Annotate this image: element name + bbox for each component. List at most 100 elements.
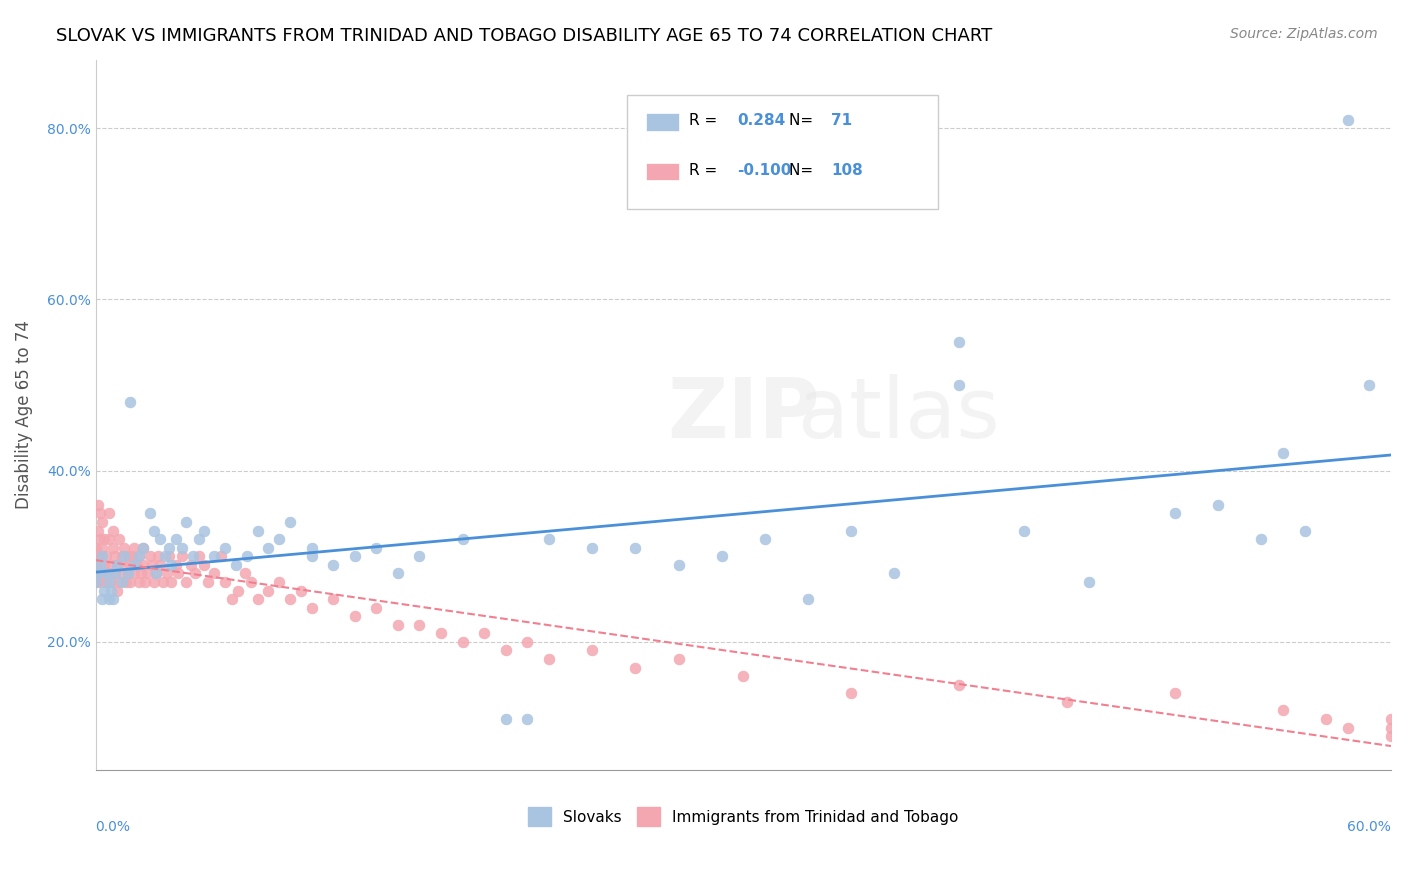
Point bbox=[145, 566, 167, 581]
Text: 0.284: 0.284 bbox=[737, 113, 785, 128]
Text: R =: R = bbox=[689, 163, 723, 178]
Point bbox=[117, 566, 139, 581]
Point bbox=[1337, 721, 1360, 735]
Point bbox=[1056, 695, 1078, 709]
Point bbox=[128, 549, 150, 564]
Point bbox=[495, 712, 517, 726]
Point bbox=[138, 507, 160, 521]
Text: 108: 108 bbox=[831, 163, 863, 178]
Point bbox=[301, 549, 323, 564]
Point bbox=[197, 574, 219, 589]
Point bbox=[141, 558, 163, 572]
Point bbox=[129, 566, 152, 581]
Point bbox=[128, 574, 150, 589]
Point bbox=[91, 592, 114, 607]
Point bbox=[120, 395, 142, 409]
Point bbox=[181, 549, 204, 564]
Point bbox=[516, 635, 538, 649]
Point bbox=[84, 558, 107, 572]
Point bbox=[221, 592, 243, 607]
Point bbox=[343, 549, 366, 564]
Point bbox=[142, 574, 165, 589]
Point bbox=[97, 574, 120, 589]
Point bbox=[149, 532, 172, 546]
Point bbox=[839, 686, 862, 700]
Point bbox=[233, 566, 256, 581]
Point bbox=[91, 549, 114, 564]
Point bbox=[214, 541, 236, 555]
Point bbox=[112, 558, 135, 572]
Point bbox=[97, 532, 120, 546]
Point bbox=[710, 549, 733, 564]
Point bbox=[152, 574, 174, 589]
Point bbox=[278, 592, 301, 607]
Point bbox=[93, 558, 115, 572]
Point bbox=[451, 635, 474, 649]
Point bbox=[104, 549, 127, 564]
Point bbox=[93, 532, 115, 546]
Point bbox=[883, 566, 905, 581]
Text: 60.0%: 60.0% bbox=[1347, 820, 1391, 834]
Point bbox=[581, 643, 603, 657]
Point bbox=[188, 549, 211, 564]
Point bbox=[96, 549, 118, 564]
Text: R =: R = bbox=[689, 113, 723, 128]
Point bbox=[257, 583, 280, 598]
Point bbox=[668, 558, 690, 572]
Point bbox=[1250, 532, 1272, 546]
Text: atlas: atlas bbox=[797, 375, 1000, 456]
Point bbox=[301, 541, 323, 555]
Point bbox=[104, 566, 127, 581]
Text: 71: 71 bbox=[831, 113, 852, 128]
Point bbox=[157, 549, 180, 564]
Point bbox=[733, 669, 755, 683]
Point bbox=[125, 558, 148, 572]
Point bbox=[226, 583, 249, 598]
Point bbox=[115, 574, 138, 589]
Point bbox=[96, 566, 118, 581]
Point bbox=[240, 574, 263, 589]
Point bbox=[624, 541, 647, 555]
Point bbox=[87, 566, 110, 581]
Point bbox=[387, 566, 409, 581]
Point bbox=[134, 574, 156, 589]
Point bbox=[97, 566, 120, 581]
Point bbox=[1164, 507, 1187, 521]
Point bbox=[84, 541, 107, 555]
Point bbox=[1206, 498, 1229, 512]
Point bbox=[184, 566, 207, 581]
Point bbox=[516, 712, 538, 726]
Point bbox=[1358, 378, 1381, 392]
Point bbox=[124, 541, 146, 555]
Point bbox=[1315, 712, 1337, 726]
Point bbox=[128, 549, 150, 564]
Point bbox=[176, 515, 198, 529]
Point bbox=[408, 617, 430, 632]
Point bbox=[87, 566, 110, 581]
Point bbox=[101, 541, 124, 555]
Point bbox=[1012, 524, 1035, 538]
Point bbox=[188, 532, 211, 546]
Point bbox=[96, 574, 118, 589]
Text: N=: N= bbox=[789, 163, 818, 178]
Point bbox=[132, 558, 155, 572]
Point bbox=[120, 574, 142, 589]
Point bbox=[797, 592, 820, 607]
Point bbox=[581, 541, 603, 555]
FancyBboxPatch shape bbox=[647, 162, 679, 180]
Point bbox=[1077, 574, 1099, 589]
Point bbox=[1294, 524, 1316, 538]
Point bbox=[89, 574, 111, 589]
Point bbox=[451, 532, 474, 546]
Point bbox=[387, 617, 409, 632]
Point bbox=[176, 574, 198, 589]
Point bbox=[142, 524, 165, 538]
Point bbox=[110, 574, 132, 589]
Point bbox=[257, 541, 280, 555]
Point bbox=[89, 549, 111, 564]
Point bbox=[124, 558, 146, 572]
Point bbox=[120, 558, 142, 572]
Text: -0.100: -0.100 bbox=[737, 163, 792, 178]
Point bbox=[343, 609, 366, 624]
Point bbox=[105, 583, 128, 598]
